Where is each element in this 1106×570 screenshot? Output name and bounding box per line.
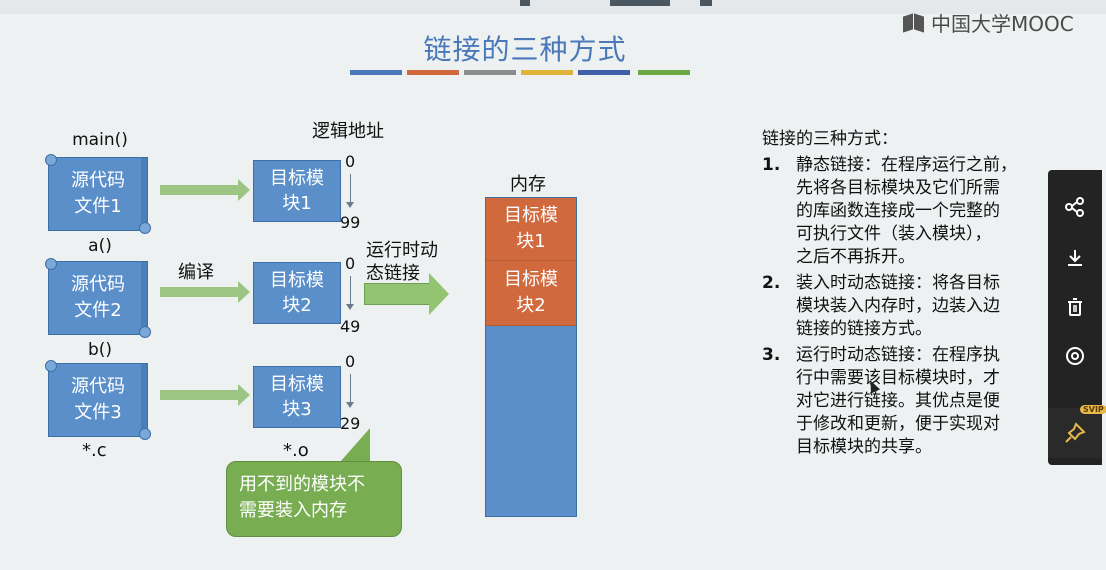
list-line: 于修改和更新，便于实现对 [796,414,1000,434]
memory-block-label: 目标模 [504,205,558,226]
logo-text: 中国大学MOOC [931,11,1074,36]
list-line: 对它进行链接。其优点是便 [796,391,1000,411]
list-heading: 链接的三种方式： [762,129,898,149]
memory-block-2: 目标模 块2 [486,261,576,326]
compile-label: 编译 [178,262,214,283]
list-line: 装入时动态链接：将各目标 [796,273,1000,293]
list-line: 运行时动态链接：在程序执 [796,345,1000,365]
pin-icon[interactable] [1048,408,1102,458]
list-line: 模块装入内存时，边装入边 [796,296,1000,316]
source-extension: *.c [82,440,107,461]
func-label: b() [87,340,113,360]
object-extension: *.o [283,440,309,461]
runtime-link-arrow [364,273,449,315]
linking-methods-list: 链接的三种方式： 1. 静态链接：在程序运行之前， 先将各目标模块及它们所需 的… [762,128,1052,459]
list-line: 的库函数连接成一个完整的 [796,201,1000,221]
list-line: 行中需要该目标模块时，才 [796,368,1000,388]
delete-icon[interactable] [1048,285,1102,329]
logical-address-label: 逻辑地址 [312,121,384,142]
list-line: 链接的链接方式。 [796,319,932,339]
object-module-label: 目标模 [270,374,324,395]
object-module-3: 目标模 块3 [253,366,341,428]
list-number: 1. [762,155,781,175]
object-module-2: 目标模 块2 [253,262,341,324]
func-label: a() [88,236,112,256]
compile-arrow [160,384,250,406]
object-module-label: 目标模 [270,168,324,189]
address-arrow [346,174,354,208]
source-file-label: 源代码 [71,274,125,295]
top-strip-mark [520,0,530,6]
list-number: 2. [762,273,781,293]
view-icon[interactable] [1048,334,1102,378]
title-underline-segment [464,70,516,75]
object-module-1: 目标模 块1 [253,160,341,222]
top-strip [0,0,1106,14]
list-item: 1. 静态链接：在程序运行之前， 先将各目标模块及它们所需 的库函数连接成一个完… [762,154,1052,269]
object-module-label: 块1 [282,193,312,214]
runtime-link-label: 运行时动 [366,240,438,261]
title-underline-segment [578,70,630,75]
download-icon[interactable] [1048,236,1102,280]
source-file-label: 源代码 [71,376,125,397]
callout-text: 用不到的模块不 [239,474,365,495]
svip-badge: SVIP [1080,405,1106,414]
object-module-label: 块3 [282,399,312,420]
address-arrow [346,276,354,310]
list-number: 3. [762,345,781,365]
address-start: 0 [345,352,356,371]
address-end: 49 [340,317,361,336]
address-arrow [346,374,354,408]
list-line: 先将各目标模块及它们所需 [796,178,1000,198]
book-icon [903,13,925,31]
share-icon[interactable] [1048,185,1102,229]
list-item: 2. 装入时动态链接：将各目标 模块装入内存时，边装入边 链接的链接方式。 [762,272,1052,341]
callout-pointer [340,428,370,462]
list-line: 目标模块的共享。 [796,437,932,457]
title-underline-segment [638,70,690,75]
callout-note: 用不到的模块不 需要装入内存 [226,461,402,537]
address-start: 0 [345,254,356,273]
address-end: 99 [340,213,361,232]
top-strip-mark [610,0,670,6]
source-file-1: 源代码 文件1 [45,154,151,234]
runtime-link-label: 态链接 [366,263,420,284]
memory-block-label: 目标模 [504,269,558,290]
func-label: main() [72,130,128,150]
title-underline-segment [407,70,459,75]
top-strip-mark [700,0,712,6]
compile-arrow [160,179,250,201]
list-line: 可执行文件（装入模块）， [796,224,992,244]
object-module-label: 目标模 [270,270,324,291]
callout-text: 需要装入内存 [239,500,347,521]
source-file-3: 源代码 文件3 [45,360,151,440]
mooc-logo: 中国大学MOOC [903,9,1074,36]
title-underline-segment [350,70,402,75]
list-item: 3. 运行时动态链接：在程序执 行中需要该目标模块时，才 对它进行链接。其优点是… [762,344,1052,459]
memory-block-label: 块1 [516,231,546,252]
source-file-label: 文件2 [74,300,122,321]
list-line: 静态链接：在程序运行之前， [796,155,1017,175]
compile-arrow [160,281,250,303]
source-file-label: 文件1 [74,196,122,217]
address-start: 0 [345,152,356,171]
memory-block-label: 块2 [516,295,546,316]
title-underline-segment [521,70,573,75]
source-file-label: 文件3 [74,402,122,423]
source-file-label: 源代码 [71,170,125,191]
list-line: 之后不再拆开。 [796,247,915,267]
memory-label: 内存 [510,174,546,195]
memory-block-1: 目标模 块1 [486,198,576,261]
slide-title: 链接的三种方式 [423,33,627,66]
object-module-label: 块2 [282,295,312,316]
source-file-2: 源代码 文件2 [45,258,151,338]
